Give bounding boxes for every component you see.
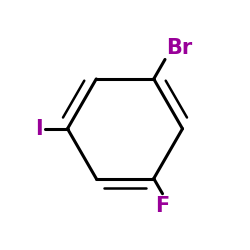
Text: Br: Br xyxy=(166,38,192,58)
Text: I: I xyxy=(35,119,42,139)
Text: F: F xyxy=(156,196,170,216)
